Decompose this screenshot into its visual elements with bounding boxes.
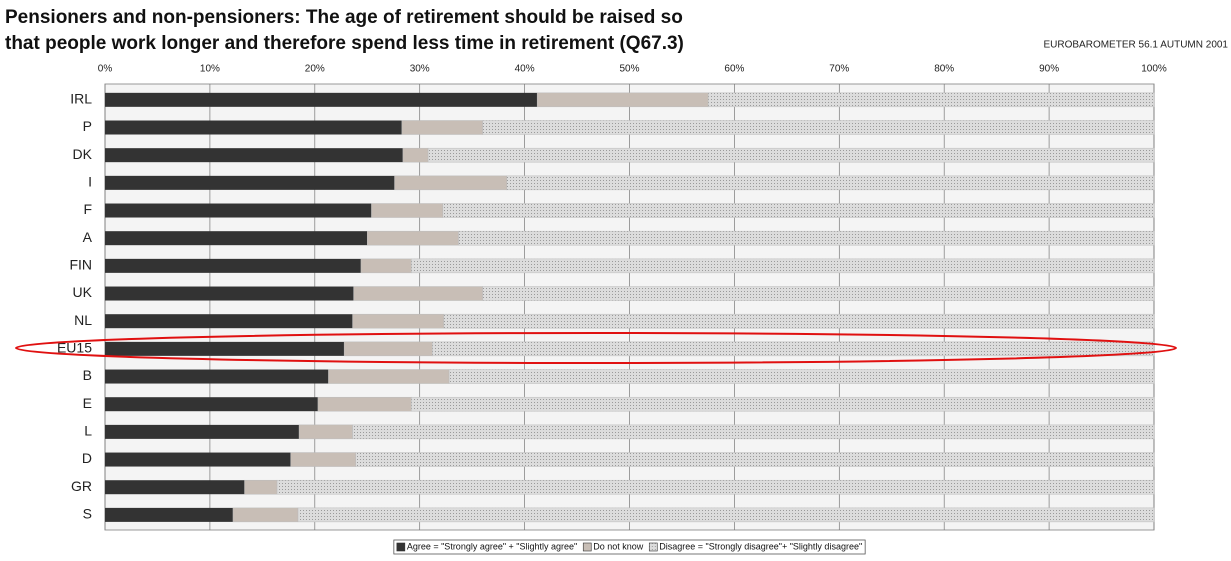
bar-segment bbox=[105, 148, 403, 163]
chart-title: that people work longer and therefore sp… bbox=[5, 33, 684, 54]
bar-segment bbox=[442, 203, 1155, 218]
bar-segment bbox=[343, 341, 433, 357]
bar-segment bbox=[105, 507, 233, 522]
bar-segment bbox=[105, 231, 368, 246]
bar-segment bbox=[367, 230, 459, 246]
x-tick-label: 70% bbox=[829, 64, 849, 75]
y-tick-label: EU15 bbox=[57, 340, 92, 356]
bar-segment bbox=[401, 120, 483, 135]
bar-segment bbox=[276, 479, 1155, 495]
bar-segment bbox=[105, 452, 291, 467]
bar-segment bbox=[427, 147, 1155, 163]
bar-segment bbox=[105, 203, 372, 218]
highlight-ellipse bbox=[15, 332, 1177, 364]
x-tick-label: 40% bbox=[515, 64, 535, 75]
y-tick-label: B bbox=[83, 367, 92, 383]
bar-segment bbox=[290, 452, 356, 467]
bar-segment bbox=[482, 286, 1155, 301]
x-tick-label: 80% bbox=[934, 64, 954, 75]
legend-swatch bbox=[582, 542, 592, 552]
legend-label: Disagree = "Strongly disagree"+ "Slightl… bbox=[659, 541, 862, 551]
y-tick-label: GR bbox=[71, 478, 92, 494]
x-tick-label: 30% bbox=[410, 64, 430, 75]
y-tick-label: L bbox=[84, 423, 92, 439]
bar-segment bbox=[411, 396, 1155, 412]
bar-segment bbox=[536, 92, 709, 108]
bar-segment bbox=[105, 120, 402, 135]
bar-segment bbox=[317, 396, 412, 412]
bar-segment bbox=[353, 286, 483, 301]
legend-label: Do not know bbox=[593, 541, 644, 551]
y-tick-label: IRL bbox=[70, 91, 92, 107]
bar-segment bbox=[432, 341, 1155, 357]
bar-segment bbox=[707, 92, 1155, 108]
source-note: EUROBAROMETER 56.1 AUTUMN 2001 bbox=[1044, 40, 1229, 51]
bar-segment bbox=[105, 175, 395, 190]
x-tick-label: 100% bbox=[1141, 64, 1167, 75]
x-tick-label: 50% bbox=[619, 64, 639, 75]
x-tick-label: 20% bbox=[305, 64, 325, 75]
bar-segment bbox=[297, 507, 1155, 523]
bar-segment bbox=[506, 175, 1155, 191]
bar-segment bbox=[482, 120, 1155, 135]
legend-swatch bbox=[648, 542, 658, 552]
legend: Agree = "Strongly agree" + "Slightly agr… bbox=[393, 539, 866, 555]
legend-label: Agree = "Strongly agree" + "Slightly agr… bbox=[407, 541, 577, 551]
legend-frame bbox=[393, 539, 866, 555]
bar-segment bbox=[355, 452, 1155, 467]
bar-segment bbox=[105, 397, 318, 412]
bar-segment bbox=[105, 314, 353, 329]
bar-segment bbox=[232, 507, 299, 523]
x-tick-label: 90% bbox=[1039, 64, 1059, 75]
bar-segment bbox=[411, 258, 1155, 274]
bar-segment bbox=[394, 175, 508, 191]
y-tick-label: S bbox=[83, 506, 92, 522]
y-tick-label: DK bbox=[73, 146, 93, 162]
y-tick-label: UK bbox=[73, 284, 93, 300]
bar-segment bbox=[448, 369, 1155, 384]
bar-segment bbox=[360, 258, 412, 274]
y-tick-label: NL bbox=[74, 312, 92, 328]
chart-title: Pensioners and non-pensioners: The age o… bbox=[5, 7, 683, 28]
bar-segment bbox=[244, 479, 278, 495]
bar-segment bbox=[328, 369, 450, 384]
bar-segment bbox=[458, 230, 1155, 246]
bar-segment bbox=[352, 424, 1155, 440]
bar-segment bbox=[443, 313, 1155, 329]
y-tick-label: D bbox=[82, 450, 92, 466]
y-tick-label: A bbox=[83, 229, 93, 245]
bar-segment bbox=[402, 147, 429, 163]
bar-segment bbox=[105, 286, 354, 301]
y-tick-label: F bbox=[83, 201, 92, 217]
x-tick-label: 0% bbox=[98, 64, 113, 75]
y-tick-label: I bbox=[88, 174, 92, 190]
bar-segment bbox=[105, 369, 329, 384]
bar-segment bbox=[105, 424, 300, 439]
x-tick-label: 10% bbox=[200, 64, 220, 75]
x-tick-label: 60% bbox=[724, 64, 744, 75]
y-tick-label: FIN bbox=[69, 257, 92, 273]
y-tick-label: P bbox=[83, 118, 92, 134]
bar-segment bbox=[105, 480, 245, 495]
bar-segment bbox=[298, 424, 353, 440]
bar-segment bbox=[105, 258, 361, 273]
y-tick-label: E bbox=[83, 395, 92, 411]
bar-segment bbox=[371, 203, 444, 218]
bar-segment bbox=[105, 92, 538, 107]
bar-segment bbox=[105, 341, 345, 356]
bar-segment bbox=[352, 313, 445, 329]
legend-swatch bbox=[396, 542, 406, 552]
